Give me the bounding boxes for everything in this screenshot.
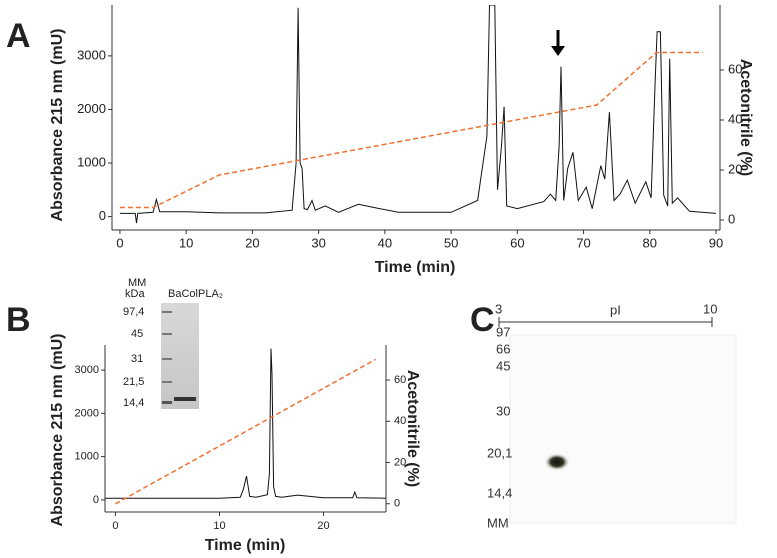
gradient-line bbox=[119, 51, 703, 209]
y-axis-label: Absorbance 215 nm (mU) bbox=[49, 334, 66, 527]
y2-axis-label: Acetonitrile (%) bbox=[404, 370, 421, 487]
y-tick-label: 3000 bbox=[75, 364, 99, 376]
x-tick-label: 10 bbox=[179, 235, 193, 250]
x-tick-label: 30 bbox=[311, 235, 325, 250]
pi-label: 10 bbox=[703, 301, 717, 316]
y2-tick-label: 0 bbox=[394, 498, 400, 510]
y-tick-label: 3000 bbox=[77, 47, 106, 62]
x-tick-label: 90 bbox=[709, 235, 723, 250]
gel-marker: 97,4 bbox=[123, 306, 144, 318]
gel-inset bbox=[161, 303, 199, 409]
x-axis-label: Time (min) bbox=[375, 259, 456, 276]
y-tick-label: 1000 bbox=[77, 154, 106, 169]
x-tick-label: 70 bbox=[576, 235, 590, 250]
x-tick-label: 20 bbox=[245, 235, 259, 250]
y2-tick-label: 40 bbox=[394, 415, 406, 427]
mw-label: MM bbox=[487, 515, 509, 530]
y-tick-label: 1000 bbox=[75, 451, 99, 463]
panel-label: B bbox=[6, 301, 31, 339]
y2-tick-label: 60 bbox=[394, 374, 406, 386]
arrow bbox=[551, 30, 565, 56]
mw-label: 97 bbox=[496, 324, 510, 339]
gel-label: kDa bbox=[125, 288, 145, 300]
x-tick-label: 80 bbox=[643, 235, 657, 250]
y2-tick-label: 20 bbox=[728, 161, 742, 176]
y2-tick-label: 20 bbox=[394, 456, 406, 468]
y-tick-label: 2000 bbox=[75, 407, 99, 419]
gel-lane-label: BaCol bbox=[168, 288, 198, 300]
x-tick-label: 0 bbox=[112, 520, 118, 532]
x-tick-label: 20 bbox=[317, 520, 329, 532]
gel-marker: 21,5 bbox=[123, 376, 144, 388]
gradient-line bbox=[115, 358, 376, 505]
y2-axis-label: Acetonitrile (%) bbox=[737, 59, 754, 176]
y-tick-label: 2000 bbox=[77, 101, 106, 116]
y-tick-label: 0 bbox=[99, 208, 106, 223]
y2-tick-label: 0 bbox=[728, 211, 735, 226]
mw-label: 30 bbox=[496, 403, 510, 418]
x-tick-label: 40 bbox=[378, 235, 392, 250]
y2-tick-label: 40 bbox=[728, 111, 742, 126]
pi-label: 3 bbox=[495, 301, 502, 316]
mw-label: 20,1 bbox=[487, 445, 512, 460]
x-tick-label: 10 bbox=[213, 520, 225, 532]
trace-line bbox=[105, 348, 386, 499]
panel-label: A bbox=[6, 17, 31, 55]
x-axis-label: Time (min) bbox=[205, 537, 286, 554]
x-tick-label: 0 bbox=[116, 235, 123, 250]
gel-marker: 45 bbox=[131, 328, 143, 340]
y-axis-label: Absorbance 215 nm (mU) bbox=[49, 29, 66, 222]
two-d-gel bbox=[498, 317, 737, 524]
gel-lane-label: PLA₂ bbox=[198, 288, 223, 300]
y-tick-label: 0 bbox=[93, 494, 99, 506]
mw-label: 14,4 bbox=[487, 485, 512, 500]
x-tick-label: 60 bbox=[510, 235, 524, 250]
gel-marker: 31 bbox=[131, 353, 143, 365]
panel-label: C bbox=[470, 301, 495, 339]
mw-label: 45 bbox=[496, 358, 510, 373]
y2-tick-label: 60 bbox=[728, 61, 742, 76]
gel-label: MM bbox=[128, 277, 146, 289]
pi-label: pI bbox=[610, 302, 621, 317]
mw-label: 66 bbox=[496, 341, 510, 356]
trace-line bbox=[119, 5, 717, 224]
x-tick-label: 50 bbox=[444, 235, 458, 250]
gel-marker: 14,4 bbox=[123, 397, 144, 409]
